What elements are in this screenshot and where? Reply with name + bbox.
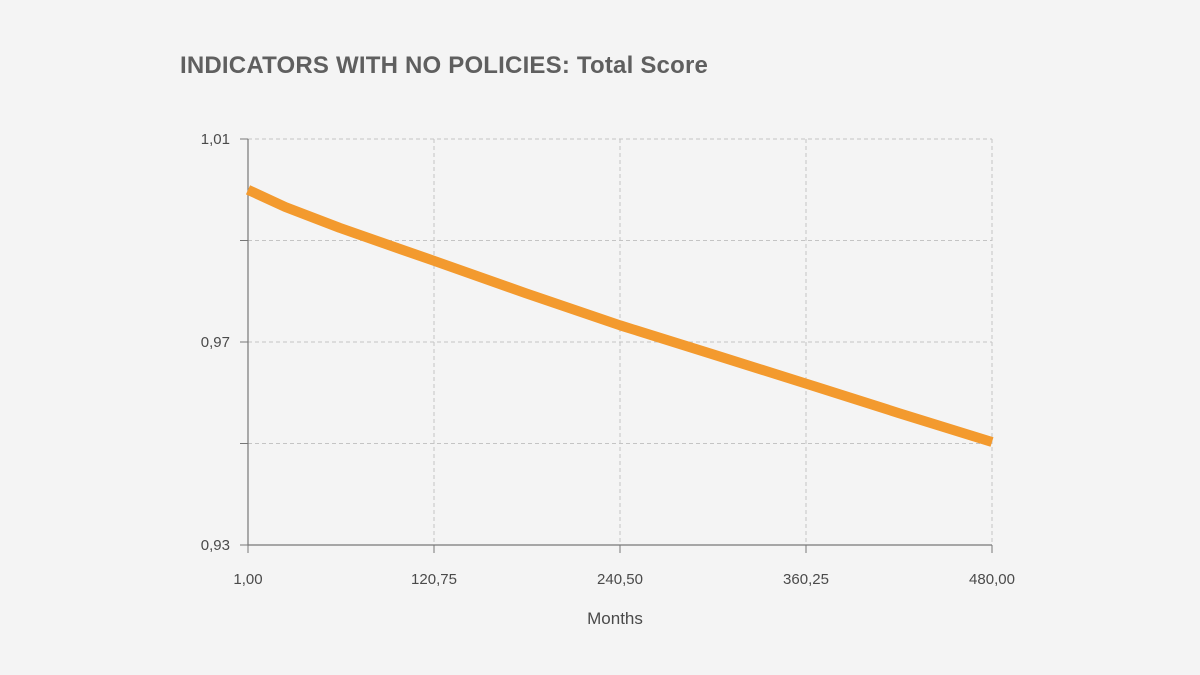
x-axis-title: Months <box>587 609 643 628</box>
series-line <box>245 185 994 447</box>
series-group <box>245 185 994 447</box>
x-tick-label: 480,00 <box>969 571 1015 588</box>
chart-title: INDICATORS WITH NO POLICIES: Total Score <box>180 52 709 79</box>
axes <box>240 138 993 553</box>
y-tick-label: 0,93 <box>201 537 230 554</box>
tick-labels: 0,93 0,97 1,01 1,00 120,75 240,50 360,25 480,00 <box>201 131 1015 588</box>
y-tick-label: 1,01 <box>201 131 230 148</box>
grid <box>248 138 993 545</box>
y-tick-label: 0,97 <box>201 334 230 351</box>
x-tick-label: 120,75 <box>411 571 457 588</box>
x-tick-label: 240,50 <box>597 571 643 588</box>
x-tick-label: 360,25 <box>783 571 829 588</box>
x-tick-label: 1,00 <box>233 571 262 588</box>
